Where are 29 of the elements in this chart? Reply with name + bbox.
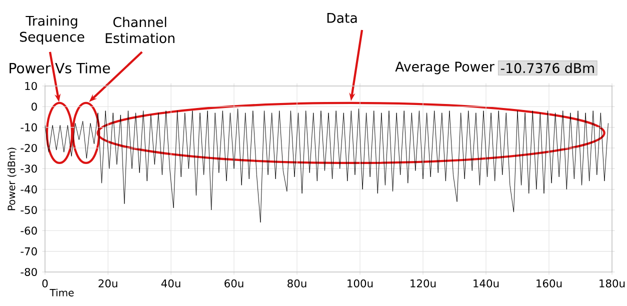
y-tick-label: -40 [20,185,37,194]
x-tick-label: 0 [42,279,48,288]
y-tick-label: -60 [20,226,37,235]
y-axis-title: Power (dBm) [7,148,16,210]
x-axis-title: Time [50,288,74,296]
x-tick-label: 180u [600,279,625,288]
x-tick-label: 40u [161,279,180,288]
y-tick-label: -20 [20,144,37,152]
text: -10.7376 dBm [500,62,594,74]
y-tick-label: -10 [20,123,37,132]
text: Average Power [395,62,494,74]
y-tick-label: 10 [25,82,37,90]
y-tick-label: -70 [20,247,37,256]
x-tick-label: 140u [474,279,499,288]
x-tick-label: 160u [536,279,562,288]
y-tick-label: -30 [20,164,37,173]
x-tick-label: 120u [410,279,436,288]
x-tick-label: 20u [98,279,118,288]
chart-title: Power Vs Time [10,62,110,74]
x-tick-label: 60u [224,279,244,288]
y-tick-label: -80 [20,268,37,276]
text: Training Sequence [20,16,84,44]
y-tick-label: 0 [32,102,37,111]
text: Data [327,13,357,23]
x-tick-label: 80u [288,279,306,288]
text: Channel Estimation [106,16,174,44]
y-tick-label: -50 [20,206,37,214]
x-tick-label: 100u [348,279,373,288]
line-series [45,108,608,223]
